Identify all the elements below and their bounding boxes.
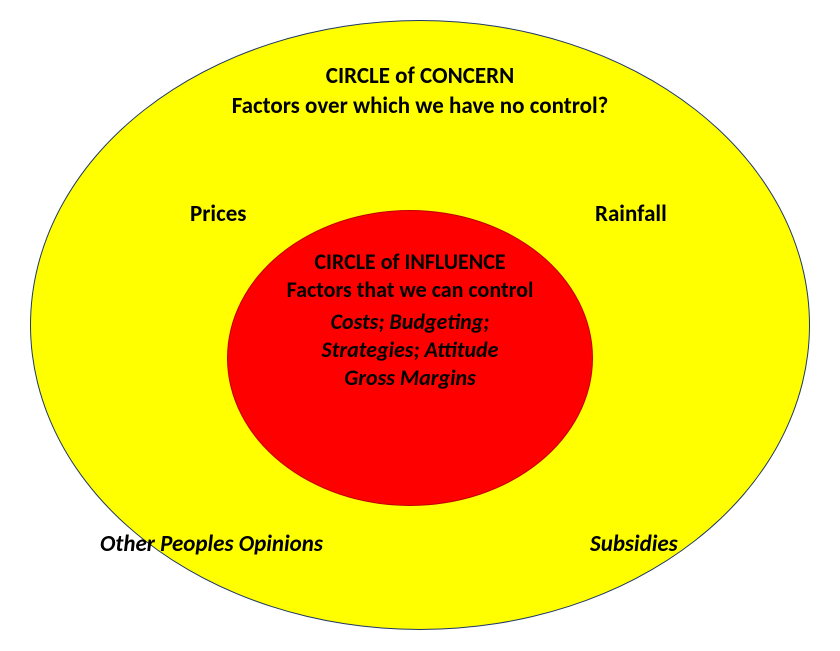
- inner-subtitle: Factors that we can control: [287, 276, 534, 304]
- outer-item-subsidies: Subsidies: [590, 530, 678, 559]
- outer-title: CIRCLE of CONCERN: [326, 62, 514, 91]
- inner-body-line1: Costs; Budgeting;: [331, 308, 490, 336]
- diagram-stage: CIRCLE of CONCERN Factors over which we …: [0, 0, 840, 651]
- outer-item-rainfall: Rainfall: [595, 200, 667, 229]
- inner-body-line3: Gross Margins: [344, 364, 476, 392]
- inner-title: CIRCLE of INFLUENCE: [314, 248, 505, 276]
- outer-item-opinions: Other Peoples Opinions: [100, 530, 323, 559]
- inner-body-line2: Strategies; Attitude: [322, 336, 499, 364]
- outer-subtitle: Factors over which we have no control?: [232, 92, 609, 121]
- outer-item-prices: Prices: [190, 200, 246, 229]
